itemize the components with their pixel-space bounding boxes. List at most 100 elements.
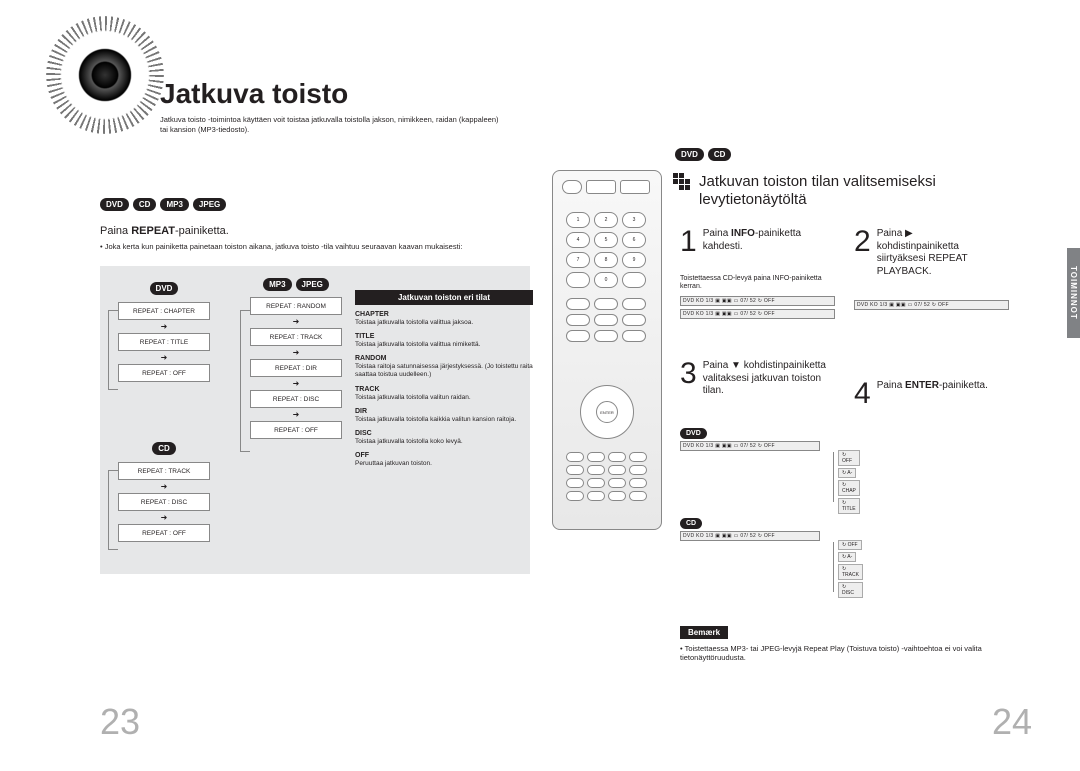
mode-desc: Peruuttaa jatkuvan toiston. bbox=[355, 460, 533, 468]
flow-state: REPEAT : DISC bbox=[250, 390, 342, 408]
flow-state: REPEAT : OFF bbox=[118, 364, 210, 382]
page-right: DVD CD Jatkuvan toiston tilan valitsemis… bbox=[540, 0, 1080, 771]
t: INFO bbox=[731, 228, 755, 239]
mode-item: TITLEToistaa jatkuvalla toistolla valitt… bbox=[355, 333, 533, 349]
c: ↻ TRACK bbox=[838, 564, 863, 580]
step1-detail: Toistettaessa CD-levyä paina INFO-painik… bbox=[680, 275, 835, 319]
badge-jpeg-flow: JPEG bbox=[296, 278, 329, 291]
step1-sub: Toistettaessa CD-levyä paina INFO-painik… bbox=[680, 275, 835, 292]
mode-name: DISC bbox=[355, 430, 533, 437]
t: Paina bbox=[703, 228, 731, 239]
flow-state: REPEAT : TRACK bbox=[118, 462, 210, 480]
display-mock: DVD KO 1/3 ▣ ▣▣ ▭ 07/ 52 ↻ OFF bbox=[680, 296, 835, 306]
c: ↻ CHAP bbox=[838, 480, 860, 496]
c: ↻ DISC bbox=[838, 582, 863, 598]
mode-name: RANDOM bbox=[355, 355, 533, 362]
mode-desc: Toistaa raitoja satunnaisessa järjestyks… bbox=[355, 363, 533, 379]
instruction-line: Paina REPEAT-painiketta. bbox=[100, 225, 480, 237]
mode-item: CHAPTERToistaa jatkuvalla toistolla vali… bbox=[355, 311, 533, 327]
badge-jpeg: JPEG bbox=[193, 198, 226, 211]
remote-illustration: 123 456 789 0 ENTER bbox=[552, 170, 662, 530]
badge-mp3-flow: MP3 bbox=[263, 278, 291, 291]
flow-cd: CD REPEAT : TRACK ➜ REPEAT : DISC ➜ REPE… bbox=[118, 438, 210, 542]
mode-item: RANDOMToistaa raitoja satunnaisessa järj… bbox=[355, 355, 533, 379]
cycle-cd: CD DVD KO 1/3 ▣ ▣▣ ▭ 07/ 52 ↻ OFF ↻ OFF … bbox=[680, 520, 820, 541]
connector-line bbox=[108, 310, 118, 390]
note-block: Bemærk • Toistettaessa MP3- tai JPEG-lev… bbox=[680, 622, 1030, 662]
mode-name: DIR bbox=[355, 408, 533, 415]
chevron-grid-icon bbox=[673, 173, 693, 193]
badge: DVD bbox=[680, 428, 707, 439]
arrow-down-icon: ➜ bbox=[250, 379, 342, 388]
flow-state: REPEAT : RANDOM bbox=[250, 297, 342, 315]
cycle-dvd: DVD DVD KO 1/3 ▣ ▣▣ ▭ 07/ 52 ↻ OFF ↻ OFF… bbox=[680, 430, 820, 451]
connector bbox=[833, 452, 834, 502]
badge: CD bbox=[680, 518, 702, 529]
connector bbox=[833, 542, 834, 592]
page-left: Jatkuva toisto Jatkuva toisto -toimintoa… bbox=[0, 0, 540, 771]
badge-cd: CD bbox=[133, 198, 157, 211]
note-header: Bemærk bbox=[680, 626, 728, 639]
arrow-down-icon: ➜ bbox=[118, 322, 210, 331]
mode-item: DIRToistaa jatkuvalla toistolla kaikkia … bbox=[355, 408, 533, 424]
instr-bold: REPEAT bbox=[131, 225, 175, 237]
mode-name: OFF bbox=[355, 452, 533, 459]
t: Paina bbox=[877, 380, 905, 391]
step-number: 1 bbox=[680, 228, 697, 255]
step-3: 3 Paina ▼ kohdistinpainiketta valitakses… bbox=[680, 360, 843, 398]
arrow-down-icon: ➜ bbox=[118, 482, 210, 491]
remote-enter-button: ENTER bbox=[596, 401, 618, 423]
page-number: 24 bbox=[992, 701, 1032, 743]
flow-state: REPEAT : TITLE bbox=[118, 333, 210, 351]
modes-list: Jatkuvan toiston eri tilat CHAPTERToista… bbox=[355, 290, 533, 468]
step-number: 4 bbox=[854, 380, 871, 407]
mode-item: TRACKToistaa jatkuvalla toistolla valitu… bbox=[355, 386, 533, 402]
page-title: Jatkuva toisto bbox=[160, 78, 348, 110]
step2-detail: DVD KO 1/3 ▣ ▣▣ ▭ 07/ 52 ↻ OFF bbox=[854, 300, 1009, 310]
side-tab: TOIMINNOT bbox=[1067, 248, 1080, 338]
step-number: 3 bbox=[680, 360, 697, 398]
arrow-down-icon: ➜ bbox=[118, 353, 210, 362]
note-body: • Toistettaessa MP3- tai JPEG-levyjä Rep… bbox=[680, 644, 1030, 662]
connector-line bbox=[108, 470, 118, 550]
modes-header: Jatkuvan toiston eri tilat bbox=[355, 290, 533, 305]
flow-dvd: DVD REPEAT : CHAPTER ➜ REPEAT : TITLE ➜ … bbox=[118, 278, 210, 382]
step-2: 2 Paina ▶ kohdistinpainiketta siirtyäkse… bbox=[854, 228, 997, 278]
arrow-down-icon: ➜ bbox=[250, 348, 342, 357]
speaker-graphic-icon bbox=[60, 30, 150, 120]
media-badges-row: DVD CD MP3 JPEG bbox=[100, 198, 226, 211]
display-mock: DVD KO 1/3 ▣ ▣▣ ▭ 07/ 52 ↻ OFF bbox=[680, 309, 835, 319]
t: ENTER bbox=[905, 380, 939, 391]
badge-cd: CD bbox=[708, 148, 732, 161]
section-repeat-button: Paina REPEAT-painiketta. • Joka kerta ku… bbox=[100, 225, 480, 251]
flow-mp3: MP3 JPEG REPEAT : RANDOM ➜ REPEAT : TRAC… bbox=[250, 278, 342, 439]
mode-desc: Toistaa jatkuvalla toistolla koko levyä. bbox=[355, 438, 533, 446]
flow-state: REPEAT : TRACK bbox=[250, 328, 342, 346]
instr-pre: Paina bbox=[100, 225, 131, 237]
arrow-down-icon: ➜ bbox=[118, 513, 210, 522]
display-mock: DVD KO 1/3 ▣ ▣▣ ▭ 07/ 52 ↻ OFF bbox=[680, 531, 820, 541]
step-number: 2 bbox=[854, 228, 871, 278]
c: ↻ TITLE bbox=[838, 498, 860, 514]
connector-line bbox=[240, 310, 250, 452]
c: ↻ OFF bbox=[838, 450, 860, 466]
section-title: Jatkuvan toiston tilan valitsemiseksi le… bbox=[699, 173, 949, 209]
instruction-bullet: • Joka kerta kun painiketta painetaan to… bbox=[100, 242, 480, 251]
badge-dvd: DVD bbox=[100, 198, 129, 211]
c: ↻ A- bbox=[838, 468, 856, 478]
mode-item: DISCToistaa jatkuvalla toistolla koko le… bbox=[355, 430, 533, 446]
step-4: 4 Paina ENTER-painiketta. bbox=[854, 380, 997, 407]
mode-name: CHAPTER bbox=[355, 311, 533, 318]
mode-desc: Toistaa jatkuvalla toistolla kaikkia val… bbox=[355, 416, 533, 424]
step-text: Paina ▶ kohdistinpainiketta siirtyäksesi… bbox=[877, 228, 997, 278]
mode-item: OFFPeruuttaa jatkuvan toiston. bbox=[355, 452, 533, 468]
mode-desc: Toistaa jatkuvalla toistolla valittua ni… bbox=[355, 341, 533, 349]
flow-state: REPEAT : DIR bbox=[250, 359, 342, 377]
flow-state: REPEAT : OFF bbox=[250, 421, 342, 439]
t: -painiketta. bbox=[939, 380, 988, 391]
c: ↻ OFF bbox=[838, 540, 862, 550]
section-header: Jatkuvan toiston tilan valitsemiseksi le… bbox=[673, 173, 949, 209]
step-text: Paina INFO-painiketta kahdesti. bbox=[703, 228, 823, 255]
arrow-down-icon: ➜ bbox=[250, 410, 342, 419]
arrow-down-icon: ➜ bbox=[250, 317, 342, 326]
